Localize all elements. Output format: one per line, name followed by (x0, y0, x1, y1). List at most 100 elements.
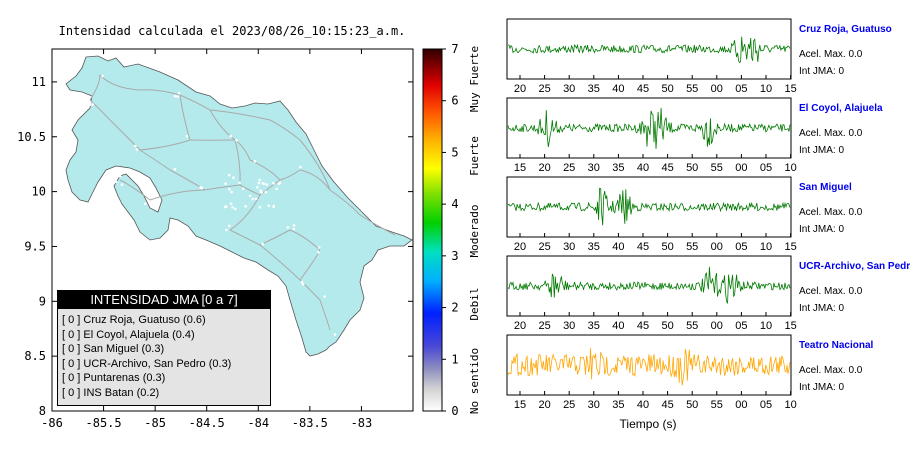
town-dot (224, 182, 227, 185)
time-tick-label: 45 (637, 320, 649, 332)
time-tick-label: 05 (735, 320, 747, 332)
time-tick-label: 35 (612, 162, 624, 174)
colorbar-tick-label: 6 (451, 94, 458, 108)
road (139, 89, 181, 96)
colorbar-tick-label: 7 (451, 42, 458, 56)
time-tick-label: 10 (760, 83, 772, 95)
road (139, 149, 171, 171)
colorbar-tick-label: 2 (451, 301, 458, 315)
station-acel: Acel. Max. 0.0 (799, 128, 863, 139)
town-dot (185, 135, 189, 138)
town-dot (152, 195, 156, 199)
town-dot (272, 181, 275, 185)
time-tick-label: 50 (661, 320, 673, 332)
time-tick-label: 15 (784, 241, 796, 253)
time-tick-label: 50 (686, 162, 698, 174)
road (209, 109, 271, 121)
time-tick-label: 10 (784, 399, 796, 411)
road (259, 244, 301, 281)
town-dot (251, 197, 255, 201)
town-dot (261, 182, 265, 185)
town-dot (267, 204, 271, 207)
colorbar-scale (422, 48, 443, 412)
road (239, 184, 261, 196)
time-tick-label: 00 (735, 399, 747, 411)
colorbar-tick-label: 4 (451, 197, 458, 211)
time-tick-label: 40 (637, 162, 649, 174)
time-tick-label: 05 (760, 399, 772, 411)
lon-tick-label: -86 (41, 416, 63, 430)
town-dot (254, 197, 258, 201)
lon-tick-label: -85.5 (86, 416, 122, 430)
road (179, 94, 211, 111)
road (89, 74, 101, 101)
time-tick-label: 40 (612, 83, 624, 95)
station-int: Int JMA: 0 (799, 145, 844, 156)
road (329, 189, 361, 216)
road (89, 99, 111, 121)
time-tick-label: 30 (588, 399, 600, 411)
time-tick-label: 15 (514, 162, 526, 174)
town-dot (317, 246, 321, 249)
road (149, 189, 206, 201)
time-tick-label: 55 (686, 320, 698, 332)
lat-tick-label: 9.5 (24, 239, 46, 253)
map-frame (51, 48, 414, 412)
town-dot (333, 333, 337, 336)
town-dot (144, 202, 147, 206)
town-dot (91, 103, 94, 106)
town-dot (361, 209, 364, 212)
seismogram-trace: 15 20 25 30 35 40 45 50 55 00 05 10 Teatro Nacional A… (506, 334, 873, 411)
station-int: Int JMA: 0 (799, 382, 844, 393)
time-tick-label: 15 (784, 83, 796, 95)
time-tick-label: 20 (514, 320, 526, 332)
time-tick-label: 55 (686, 241, 698, 253)
road (119, 179, 151, 201)
town-dot (258, 178, 262, 182)
road (179, 94, 191, 141)
town-dot (292, 227, 296, 231)
time-tick-label: 50 (661, 241, 673, 253)
legend-item: [ 0 ] UCR-Archivo, San Pedro (0.3) (62, 357, 270, 372)
station-acel: Acel. Max. 0.0 (799, 286, 863, 297)
map-title: Intensidad calculada el 2023/08/26_10:15… (59, 24, 406, 38)
legend-item: [ 0 ] San Miguel (0.3) (62, 342, 270, 357)
lon-tick-label: -83.5 (292, 416, 328, 430)
town-dot (257, 181, 261, 185)
town-dot (241, 187, 245, 190)
time-tick-label: 30 (563, 83, 575, 95)
time-tick-label: 25 (538, 320, 550, 332)
lat-tick-label: 11 (32, 75, 46, 89)
town-dot (88, 103, 92, 107)
time-tick-label: 35 (588, 83, 600, 95)
lat-tick-label: 8.5 (24, 349, 46, 363)
town-dot (301, 282, 305, 286)
time-tick-label: 15 (784, 320, 796, 332)
town-dot (234, 207, 237, 211)
map-axes: -86 -85.5 -85 -84.5 -84 -83.5 -83 11 10.5 10 9.5 9 8… (17, 49, 413, 430)
town-dot (255, 186, 259, 189)
lon-tick-label: -84 (247, 416, 269, 430)
lat-tick-label: 8 (39, 404, 46, 418)
town-dot (224, 205, 228, 208)
station-name: Cruz Roja, Guatuso (799, 24, 892, 35)
road (229, 194, 261, 231)
time-tick-label: 25 (538, 83, 550, 95)
town-dot (232, 176, 235, 179)
time-tick-label: 45 (661, 399, 673, 411)
road (249, 159, 281, 181)
legend-item-code: [ 0 ] (62, 372, 81, 385)
station-int: Int JMA: 0 (799, 303, 844, 314)
time-tick-label: 35 (588, 241, 600, 253)
time-tick-label: 00 (711, 83, 723, 95)
lon-tick-label: -83 (351, 416, 373, 430)
colorbar-tick-label: 0 (451, 404, 458, 418)
station-int: Int JMA: 0 (799, 66, 844, 77)
town-dot (235, 138, 238, 142)
colorbar-category-label: No sentido (468, 348, 481, 414)
road (289, 229, 321, 251)
road (319, 299, 331, 331)
legend-item-code: [ 0 ] (62, 314, 81, 326)
seismogram-trace: 20 25 30 35 40 45 50 55 00 05 10 15 Cruz Roja, Guatu… (506, 18, 892, 95)
town-dot (253, 160, 257, 163)
